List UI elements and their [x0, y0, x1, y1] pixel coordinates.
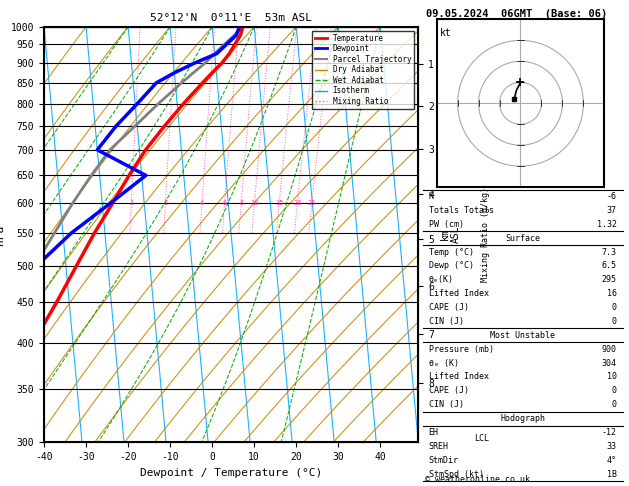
Text: Dewp (°C): Dewp (°C)	[429, 261, 474, 270]
Text: 0: 0	[612, 400, 616, 409]
Text: 1: 1	[129, 200, 133, 206]
Text: 4°: 4°	[607, 456, 616, 465]
Text: 6.5: 6.5	[602, 261, 616, 270]
Text: kt: kt	[440, 28, 452, 38]
Text: CIN (J): CIN (J)	[429, 400, 464, 409]
Text: StmDir: StmDir	[429, 456, 459, 465]
Y-axis label: hPa: hPa	[0, 225, 5, 244]
Text: 8: 8	[239, 200, 243, 206]
Text: Pressure (mb): Pressure (mb)	[429, 345, 494, 354]
Text: 10: 10	[607, 372, 616, 382]
Y-axis label: km
ASL: km ASL	[440, 226, 461, 243]
Text: 1.32: 1.32	[597, 220, 616, 229]
Text: EH: EH	[429, 428, 438, 437]
Text: Hodograph: Hodograph	[500, 414, 545, 423]
Text: StmSpd (kt): StmSpd (kt)	[429, 469, 484, 479]
Text: Surface: Surface	[505, 234, 540, 243]
Text: LCL: LCL	[474, 434, 489, 443]
Text: Most Unstable: Most Unstable	[490, 331, 555, 340]
Text: Mixing Ratio (g/kg): Mixing Ratio (g/kg)	[481, 187, 490, 282]
Text: 33: 33	[607, 442, 616, 451]
Text: 2: 2	[164, 200, 167, 206]
Text: 10: 10	[250, 200, 259, 206]
Legend: Temperature, Dewpoint, Parcel Trajectory, Dry Adiabat, Wet Adiabat, Isotherm, Mi: Temperature, Dewpoint, Parcel Trajectory…	[312, 31, 415, 109]
Text: 0: 0	[612, 386, 616, 396]
Text: Lifted Index: Lifted Index	[429, 372, 489, 382]
Text: 15: 15	[275, 200, 284, 206]
Text: Totals Totals: Totals Totals	[429, 206, 494, 215]
Text: 0: 0	[612, 317, 616, 326]
Text: 0: 0	[612, 303, 616, 312]
Text: θₑ(K): θₑ(K)	[429, 275, 454, 284]
Text: 25: 25	[308, 200, 316, 206]
Text: θₑ (K): θₑ (K)	[429, 359, 459, 367]
Text: CAPE (J): CAPE (J)	[429, 303, 469, 312]
Text: PW (cm): PW (cm)	[429, 220, 464, 229]
Text: 900: 900	[602, 345, 616, 354]
Text: 295: 295	[602, 275, 616, 284]
Text: 4: 4	[200, 200, 204, 206]
Text: 7.3: 7.3	[602, 247, 616, 257]
Text: 6: 6	[223, 200, 226, 206]
X-axis label: Dewpoint / Temperature (°C): Dewpoint / Temperature (°C)	[140, 468, 322, 478]
Text: -6: -6	[607, 192, 616, 201]
Text: 20: 20	[293, 200, 302, 206]
Text: K: K	[429, 192, 433, 201]
Text: © weatheronline.co.uk: © weatheronline.co.uk	[425, 475, 530, 484]
Text: 16: 16	[607, 289, 616, 298]
Text: 304: 304	[602, 359, 616, 367]
Text: Temp (°C): Temp (°C)	[429, 247, 474, 257]
Text: 37: 37	[607, 206, 616, 215]
Text: -12: -12	[602, 428, 616, 437]
Text: Lifted Index: Lifted Index	[429, 289, 489, 298]
Text: 1B: 1B	[607, 469, 616, 479]
Title: 52°12'N  0°11'E  53m ASL: 52°12'N 0°11'E 53m ASL	[150, 13, 312, 23]
Text: SREH: SREH	[429, 442, 448, 451]
Text: CIN (J): CIN (J)	[429, 317, 464, 326]
Text: 09.05.2024  06GMT  (Base: 06): 09.05.2024 06GMT (Base: 06)	[426, 9, 608, 18]
Text: CAPE (J): CAPE (J)	[429, 386, 469, 396]
